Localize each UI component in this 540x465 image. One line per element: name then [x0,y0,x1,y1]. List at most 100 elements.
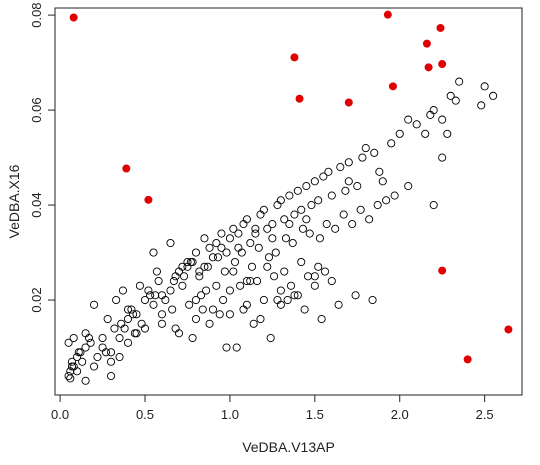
data-point [254,243,263,252]
data-point [112,295,121,305]
data-point [81,329,90,338]
data-point [198,305,207,314]
data-point [285,191,294,200]
data-point [157,291,167,300]
highlighted-data-point [438,60,447,69]
data-point [368,295,377,305]
data-point [234,243,243,252]
highlighted-data-point [388,82,397,91]
x-tick-label: 0.5 [136,407,154,422]
data-point [166,238,175,248]
data-point [169,276,178,286]
data-point [81,376,90,385]
highlighted-data-point [69,13,78,22]
highlighted-data-point [290,53,299,62]
data-point [205,319,214,328]
data-point [421,129,430,138]
data-point [144,286,153,295]
data-point [263,224,272,233]
y-tick-label: 0.04 [29,192,44,217]
data-point [251,224,260,233]
data-point [93,352,102,362]
data-point [106,357,116,366]
data-point [390,191,399,200]
data-point [348,220,357,229]
data-point [168,305,177,314]
x-tick-label: 1.5 [306,407,324,422]
highlighted-data-point [122,164,131,173]
data-point [191,248,200,257]
data-point [123,338,133,347]
data-point [276,300,285,309]
data-point [90,300,99,309]
x-tick-label: 2.5 [476,407,494,422]
data-point [273,295,282,305]
data-point [264,253,274,262]
data-point [263,262,272,271]
data-point [225,234,234,243]
data-point [200,234,209,243]
data-point [157,310,167,319]
data-point [123,314,133,324]
data-point [404,115,413,124]
highlighted-data-point [383,10,392,19]
data-point [152,267,161,276]
data-point [220,267,229,276]
data-point [140,324,150,333]
data-point [225,286,234,295]
highlighted-data-point [344,98,353,107]
data-point [378,177,387,186]
data-point [314,196,323,205]
y-axis: 0.02 0.04 0.06 0.08 [29,2,55,313]
data-point [270,272,279,281]
data-point [229,267,238,276]
highlighted-data-point [144,195,153,204]
data-point [317,314,326,324]
highlighted-data-point [295,94,304,103]
data-point [191,314,200,324]
data-point [225,310,234,319]
data-point [429,201,438,210]
data-point [281,234,291,243]
data-point [191,295,200,305]
data-point [285,220,294,229]
data-point [86,338,95,347]
data-point [293,291,302,300]
data-point [154,276,163,286]
data-point [123,305,133,314]
data-point [106,371,116,381]
data-point [239,305,248,314]
data-point [412,120,421,129]
data-point [280,267,289,276]
data-point [251,229,260,238]
data-point [375,167,384,176]
data-point [370,148,379,157]
data-point [151,291,160,300]
data-point [305,229,314,238]
data-point [288,238,297,248]
data-point [480,82,489,91]
data-point [203,262,212,271]
data-point [132,329,141,338]
data-point [242,276,251,286]
data-point [242,215,251,224]
data-point [132,310,141,319]
data-point [208,305,217,314]
data-point [341,186,350,195]
data-point [186,257,195,267]
data-point [222,248,231,257]
data-point [438,115,447,124]
x-tick-label: 2.0 [391,407,409,422]
data-point [351,291,360,300]
data-point [310,281,319,290]
data-point [477,101,486,110]
data-point [230,257,240,267]
data-point [205,243,214,252]
data-point [290,210,299,219]
data-point [106,348,116,357]
data-point [382,196,391,205]
data-point [200,262,209,271]
data-point [178,281,187,290]
data-point [331,224,340,233]
data-point [339,210,348,219]
